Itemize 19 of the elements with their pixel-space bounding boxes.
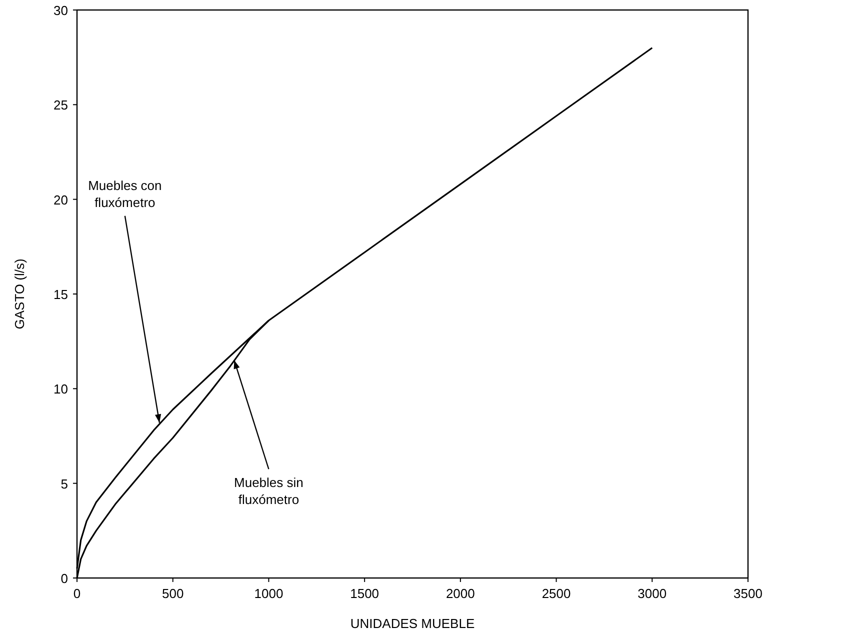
y-tick-label: 15 [54, 287, 68, 302]
x-tick-label: 1500 [350, 586, 380, 601]
annotation: Muebles con fluxómetro [88, 178, 162, 210]
annotation: Muebles sin fluxómetro [234, 475, 304, 508]
x-tick-label: 3000 [638, 586, 667, 601]
x-tick-label: 0 [73, 586, 81, 601]
y-tick-label: 5 [60, 476, 68, 492]
y-axis-title: GASTO (l/s) [12, 258, 27, 330]
y-tick-label: 10 [54, 382, 68, 397]
x-tick-label: 500 [162, 586, 184, 601]
y-tick-label: 30 [54, 3, 68, 18]
y-tick-label: 20 [54, 192, 68, 208]
x-tick-label: 3500 [734, 586, 762, 601]
x-tick-label: 1000 [254, 586, 284, 601]
x-tick-label: 2000 [446, 586, 475, 601]
x-tick-label: 2500 [542, 586, 571, 601]
y-tick-label: 25 [54, 98, 68, 113]
y-tick-label: 0 [60, 571, 68, 586]
x-axis-title: UNIDADES MUEBLE [350, 616, 475, 631]
